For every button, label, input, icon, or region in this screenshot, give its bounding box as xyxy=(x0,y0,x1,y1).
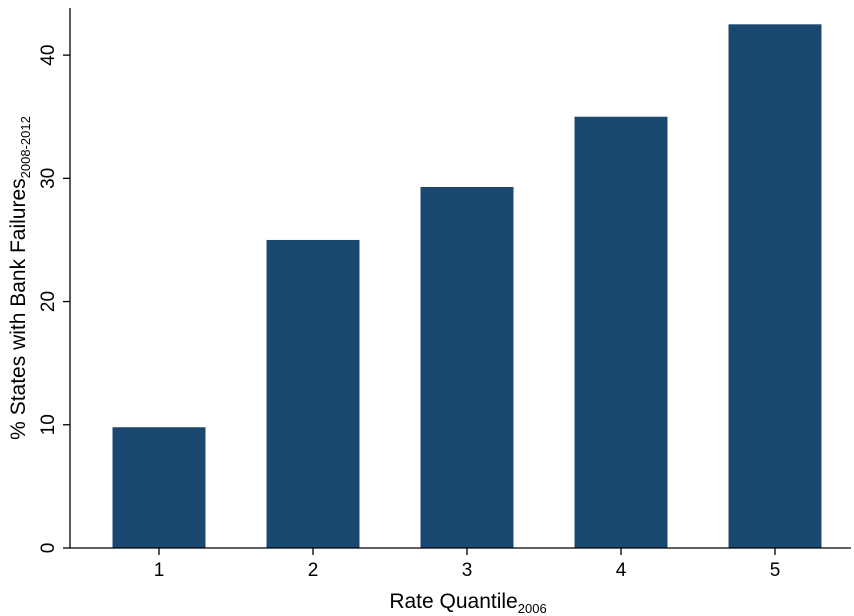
y-axis-title-subscript: 2008-2012 xyxy=(18,116,33,178)
y-tick-label: 40 xyxy=(38,45,59,66)
bar-5 xyxy=(728,24,822,548)
x-tick-label: 3 xyxy=(462,560,473,581)
y-tick-label: 30 xyxy=(38,168,59,189)
bar-1 xyxy=(112,427,206,548)
bar-4 xyxy=(574,116,668,549)
bars-group xyxy=(112,24,822,549)
y-tick-label: 0 xyxy=(38,543,59,554)
x-tick-label: 4 xyxy=(616,560,627,581)
bar-2 xyxy=(266,239,360,548)
x-tick-label: 1 xyxy=(154,560,165,581)
x-axis-title-main: Rate Quantile xyxy=(389,590,517,613)
x-axis-title-subscript: 2006 xyxy=(518,601,547,616)
y-ticks-group: 0 10 20 30 40 xyxy=(38,45,70,554)
x-tick-label: 2 xyxy=(308,560,319,581)
bar-3 xyxy=(420,186,514,549)
x-tick-label: 5 xyxy=(770,560,781,581)
y-axis-title-main: % States with Bank Failures xyxy=(7,178,30,439)
y-axis-title: % States with Bank Failures2008-2012 xyxy=(7,116,33,440)
y-tick-label: 10 xyxy=(38,414,59,435)
x-axis-title: Rate Quantile2006 xyxy=(389,590,546,616)
y-tick-label: 20 xyxy=(38,291,59,312)
x-ticks-group: 1 2 3 4 5 xyxy=(154,548,781,581)
